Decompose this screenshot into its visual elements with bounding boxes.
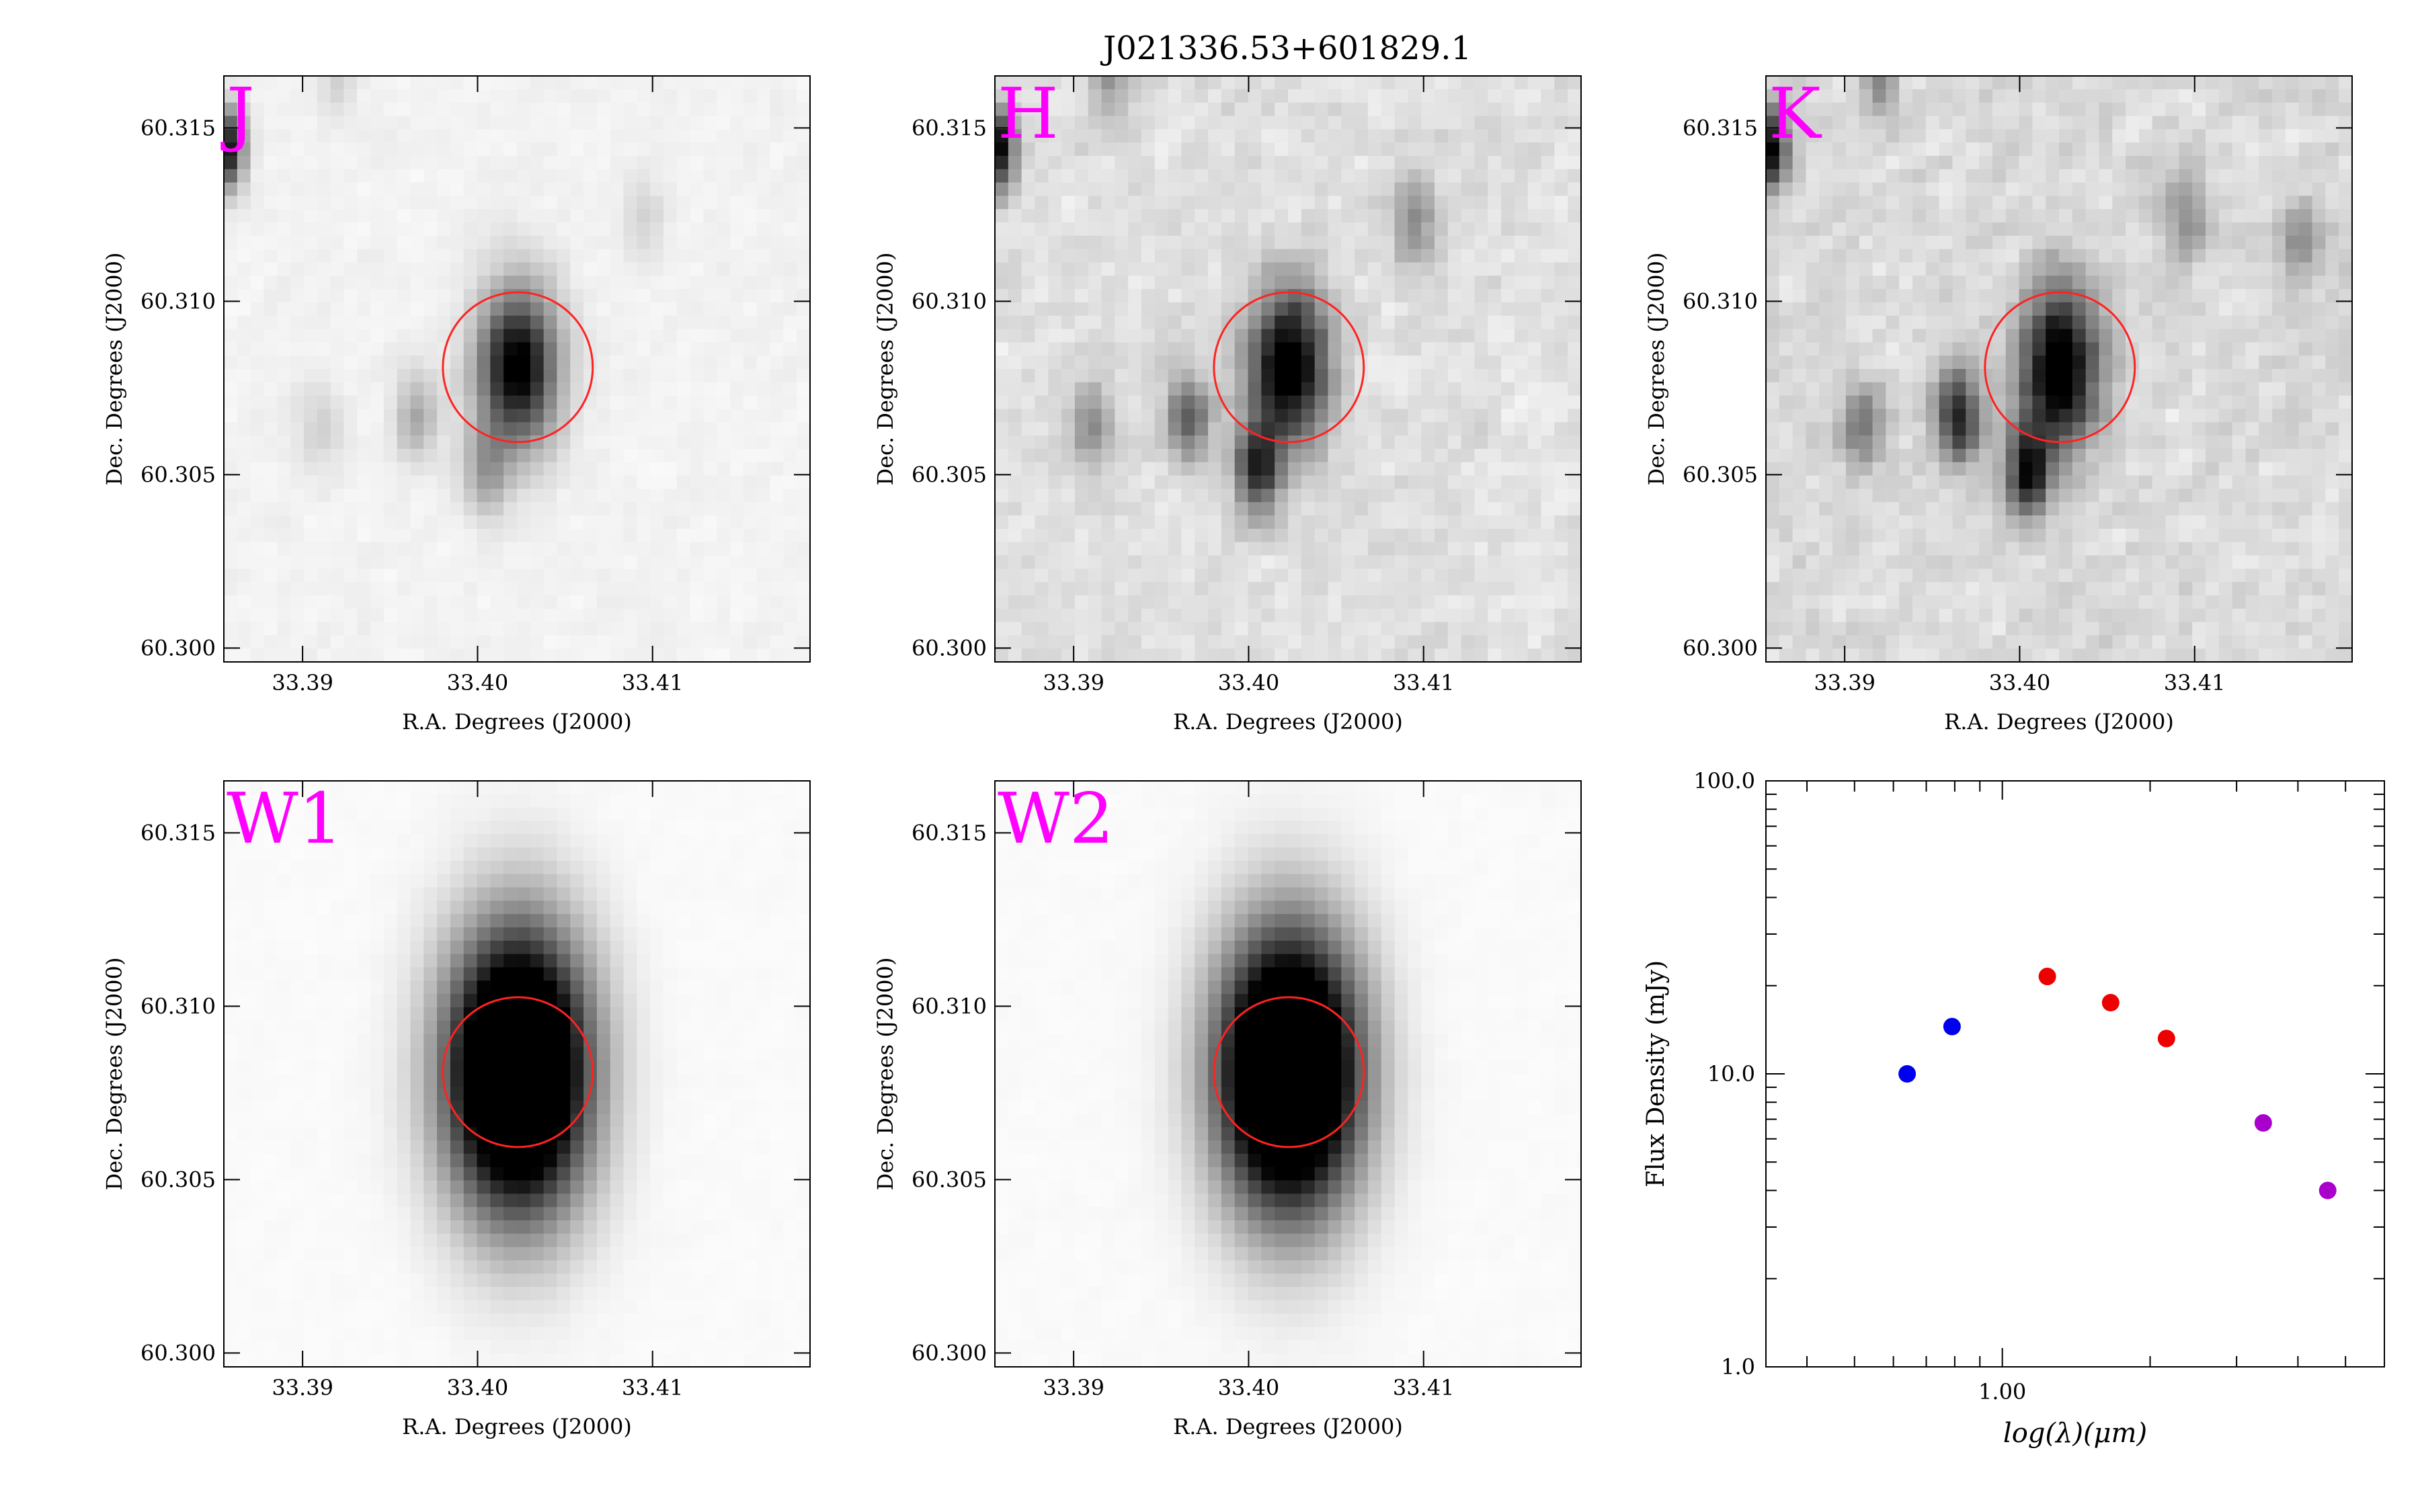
y-tick-label: 60.305 bbox=[1683, 462, 1758, 487]
x-tick-label: 33.40 bbox=[447, 670, 509, 696]
y-tick-label: 60.305 bbox=[140, 1167, 216, 1192]
plot-frame bbox=[994, 75, 1582, 663]
y-tick-label: 60.310 bbox=[140, 288, 216, 314]
x-tick-label: 33.41 bbox=[622, 1375, 684, 1400]
y-tick-label: 10.0 bbox=[1707, 1061, 1755, 1087]
y-tick-label: 1.0 bbox=[1721, 1354, 1755, 1380]
data-point-1-2 bbox=[2157, 1030, 2175, 1048]
image-pixels bbox=[995, 76, 1582, 663]
y-tick-label: 60.300 bbox=[140, 635, 216, 661]
target-circle bbox=[1213, 291, 1365, 444]
x-tick-label: 33.41 bbox=[1393, 1375, 1455, 1400]
band-label-w2: W2 bbox=[998, 778, 1114, 859]
y-axis-label: Dec. Degrees (J2000) bbox=[102, 958, 127, 1191]
y-tick-label: 60.310 bbox=[912, 993, 987, 1019]
plot-frame bbox=[223, 780, 811, 1368]
y-axis-label: Dec. Degrees (J2000) bbox=[102, 253, 127, 486]
y-axis-label: Dec. Degrees (J2000) bbox=[873, 958, 898, 1191]
image-pixels bbox=[224, 781, 811, 1368]
x-tick-label: 33.40 bbox=[1218, 670, 1280, 696]
y-tick-label: 60.310 bbox=[1683, 288, 1758, 314]
sed-panel: 1.00 1.0 10.0 100.0 log(λ)(μm) Flux Density (… bbox=[1642, 768, 2385, 1449]
x-axis-label: R.A. Degrees (J2000) bbox=[1944, 709, 2174, 734]
image-panel-j: 33.39 33.40 33.41 60.300 60.305 60.310 60.315 R… bbox=[102, 73, 811, 734]
image-panel-w2: 33.39 33.40 33.41 60.300 60.305 60.310 60.315 R… bbox=[873, 778, 1582, 1439]
x-tick-label: 33.39 bbox=[1814, 670, 1876, 696]
data-point-2-1 bbox=[2318, 1181, 2337, 1200]
y-tick-label: 60.305 bbox=[912, 1167, 987, 1192]
y-axis-label: Dec. Degrees (J2000) bbox=[1644, 253, 1669, 486]
y-tick-label: 60.300 bbox=[912, 635, 987, 661]
x-tick-label: 33.41 bbox=[2164, 670, 2226, 696]
band-label-k: K bbox=[1769, 73, 1822, 155]
y-axis-label: Dec. Degrees (J2000) bbox=[873, 253, 898, 486]
x-tick-label: 33.40 bbox=[447, 1375, 509, 1400]
data-point-2-0 bbox=[2254, 1114, 2272, 1132]
x-tick-label: 33.41 bbox=[1393, 670, 1455, 696]
x-axis-label: R.A. Degrees (J2000) bbox=[402, 709, 632, 734]
plot-frame bbox=[1765, 75, 2353, 663]
band-label-h: H bbox=[998, 73, 1059, 155]
data-point-0-1 bbox=[1943, 1017, 1961, 1036]
band-label-j: J bbox=[220, 73, 255, 155]
x-tick-label: 33.39 bbox=[272, 1375, 333, 1400]
y-axis-label: Flux Density (mJy) bbox=[1642, 960, 1670, 1187]
x-axis-label: R.A. Degrees (J2000) bbox=[402, 1414, 632, 1439]
image-pixels bbox=[1766, 76, 2353, 663]
x-axis-label: R.A. Degrees (J2000) bbox=[1173, 1414, 1403, 1439]
band-label-w1: W1 bbox=[227, 778, 343, 859]
data-point-1-1 bbox=[2101, 994, 2120, 1012]
data-point-0-0 bbox=[1898, 1065, 1917, 1083]
x-tick-label: 33.40 bbox=[1989, 670, 2051, 696]
data-point-1-0 bbox=[2038, 968, 2056, 986]
y-tick-label: 60.305 bbox=[140, 462, 216, 487]
x-tick-label: 33.41 bbox=[622, 670, 684, 696]
x-tick-label: 33.40 bbox=[1218, 1375, 1280, 1400]
plot-frame bbox=[223, 75, 811, 663]
y-tick-label: 60.300 bbox=[140, 1340, 216, 1366]
image-pixels bbox=[995, 781, 1582, 1368]
image-pixels bbox=[224, 76, 811, 663]
y-tick-label: 60.300 bbox=[1683, 635, 1758, 661]
target-circle bbox=[1213, 996, 1365, 1148]
plot-frame bbox=[994, 780, 1582, 1368]
target-circle bbox=[442, 996, 594, 1148]
x-tick-label: 33.39 bbox=[1043, 670, 1104, 696]
x-axis-label: log(λ)(μm) bbox=[2003, 1418, 2147, 1449]
image-panel-k: 33.39 33.40 33.41 60.300 60.305 60.310 60.315 R… bbox=[1644, 73, 2353, 734]
y-tick-label: 60.300 bbox=[912, 1340, 987, 1366]
target-circle bbox=[442, 291, 594, 444]
image-panel-w1: 33.39 33.40 33.41 60.300 60.305 60.310 60.315 R… bbox=[102, 778, 811, 1439]
x-tick-label: 33.39 bbox=[1043, 1375, 1104, 1400]
y-tick-label: 60.310 bbox=[912, 288, 987, 314]
y-tick-label: 60.315 bbox=[912, 115, 987, 140]
y-tick-label: 60.315 bbox=[1683, 115, 1758, 140]
target-circle bbox=[1984, 291, 2136, 444]
x-axis-label: R.A. Degrees (J2000) bbox=[1173, 709, 1403, 734]
y-tick-label: 60.315 bbox=[140, 820, 216, 845]
y-tick-label: 60.305 bbox=[912, 462, 987, 487]
y-tick-label: 60.315 bbox=[140, 115, 216, 140]
y-tick-label: 100.0 bbox=[1693, 768, 1755, 794]
figure-title: J021336.53+601829.1 bbox=[1100, 30, 1471, 67]
x-tick-label: 33.39 bbox=[272, 670, 333, 696]
y-tick-label: 60.315 bbox=[912, 820, 987, 845]
y-tick-label: 60.310 bbox=[140, 993, 216, 1019]
image-panel-h: 33.39 33.40 33.41 60.300 60.305 60.310 60.315 R… bbox=[873, 73, 1582, 734]
x-tick-label: 1.00 bbox=[1978, 1379, 2026, 1404]
